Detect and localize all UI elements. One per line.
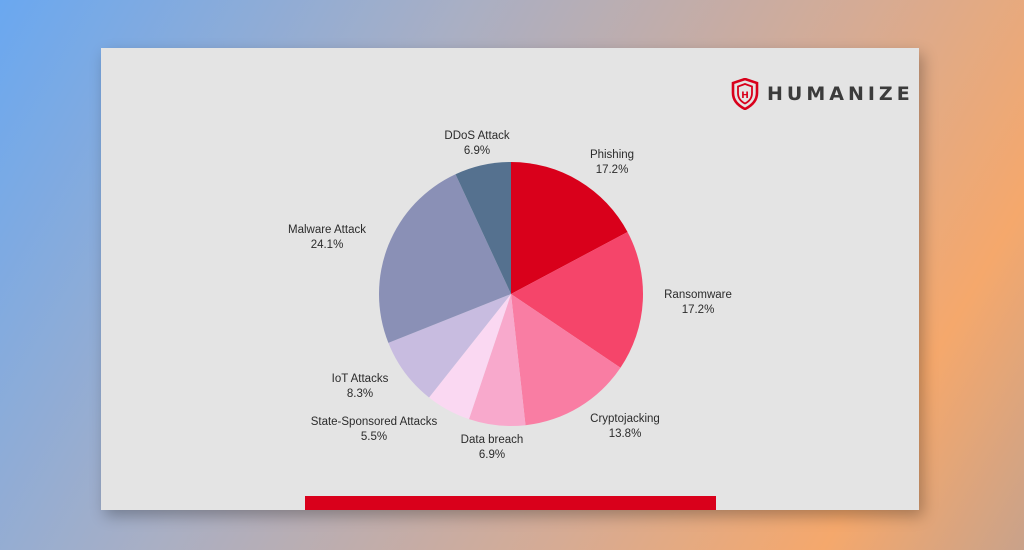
brand-logo: H HUMANIZE: [731, 78, 914, 110]
slice-value-data-breach: 6.9%: [479, 449, 505, 461]
pie-slice-data-breach: [468, 294, 526, 426]
pie-slice-ddos-attack: [455, 162, 511, 294]
slice-label-phishing: Phishing: [590, 149, 634, 161]
slice-value-phishing: 17.2%: [596, 164, 629, 176]
slice-label-cryptojacking: Cryptojacking: [590, 413, 660, 425]
slice-value-ransomware: 17.2%: [682, 304, 715, 316]
svg-text:H: H: [741, 91, 749, 101]
slice-value-iot-attacks: 8.3%: [347, 388, 373, 400]
slice-label-iot-attacks: IoT Attacks: [332, 373, 389, 385]
pie-slice-cryptojacking: [511, 294, 621, 426]
accent-bar: [305, 496, 716, 510]
pie-slice-ransomware: [511, 231, 644, 368]
slice-value-malware-attack: 24.1%: [311, 239, 344, 251]
pie-slice-iot-attacks: [388, 294, 511, 398]
brand-name: HUMANIZE: [767, 83, 914, 105]
pie-slice-malware-attack: [378, 174, 511, 343]
slice-value-ddos-attack: 6.9%: [464, 145, 490, 157]
slice-value-cryptojacking: 13.8%: [609, 428, 642, 440]
slice-label-ddos-attack: DDoS Attack: [444, 130, 509, 142]
slice-label-malware-attack: Malware Attack: [288, 224, 366, 236]
slice-label-ransomware: Ransomware: [664, 289, 732, 301]
pie-slice-phishing: [511, 162, 628, 294]
slice-label-data-breach: Data breach: [461, 434, 524, 446]
slice-label-state-sponsored-attacks: State-Sponsored Attacks: [311, 416, 438, 428]
pie-slice-state-sponsored-attacks: [429, 294, 511, 420]
slice-value-state-sponsored-attacks: 5.5%: [361, 431, 387, 443]
shield-icon: H: [731, 78, 759, 110]
